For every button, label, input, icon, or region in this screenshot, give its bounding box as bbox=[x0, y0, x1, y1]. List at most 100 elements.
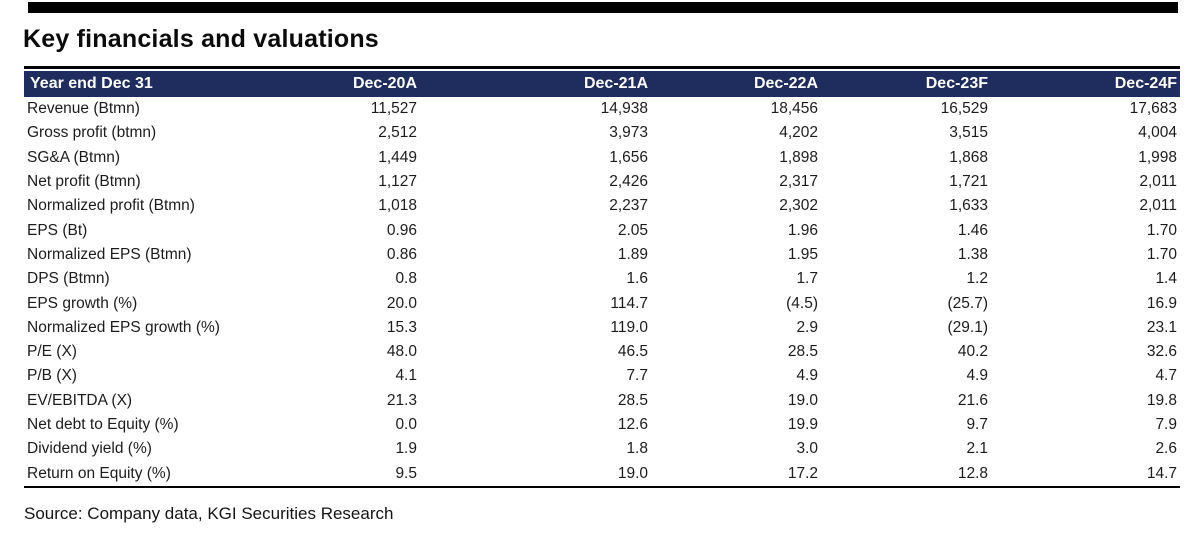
cell-value: 23.1 bbox=[1146, 318, 1177, 336]
cell-value: 1.8 bbox=[626, 440, 648, 458]
cell-value: 2,426 bbox=[609, 173, 648, 191]
cell-value: 1,721 bbox=[949, 173, 988, 191]
row-label: Net debt to Equity (%) bbox=[27, 416, 179, 433]
cell-value: 2.1 bbox=[966, 440, 988, 458]
cell-value: 1,127 bbox=[378, 173, 417, 191]
table-row: EPS (Bt) 0.96 2.05 1.96 1.46 1.70 bbox=[24, 218, 1180, 242]
cell-value: 12.8 bbox=[957, 464, 988, 482]
cell-value: 3.0 bbox=[796, 440, 818, 458]
cell-value: 3,973 bbox=[609, 124, 648, 142]
table-row: Normalized EPS (Btmn) 0.86 1.89 1.95 1.38 1.7… bbox=[24, 243, 1180, 267]
cell-value: 0.8 bbox=[395, 270, 417, 288]
cell-value: 1.6 bbox=[626, 270, 648, 288]
row-label: EV/EBITDA (X) bbox=[27, 391, 133, 409]
cell-value: (29.1) bbox=[947, 318, 989, 336]
cell-value: 2,302 bbox=[779, 197, 818, 215]
cell-value: 11,527 bbox=[370, 100, 417, 118]
row-label: EPS (Bt) bbox=[27, 221, 88, 239]
cell-value: 16.9 bbox=[1146, 294, 1177, 312]
cell-value: 2.9 bbox=[796, 318, 818, 336]
cell-value: 15.3 bbox=[386, 318, 417, 336]
row-label: SG&A (Btmn) bbox=[27, 148, 121, 166]
table-row: Return on Equity (%) 9.5 19.0 17.2 12.8 14.7 bbox=[24, 461, 1180, 486]
table-row: Normalized profit (Btmn) 1,018 2,237 2,302 1… bbox=[24, 194, 1180, 218]
cell-value: 46.5 bbox=[617, 343, 648, 361]
cell-value: 1.70 bbox=[1146, 245, 1177, 263]
cell-value: 12.6 bbox=[617, 416, 648, 433]
row-label: Gross profit (btmn) bbox=[27, 124, 157, 142]
cell-value: 1.95 bbox=[787, 245, 818, 263]
cell-value: 2,011 bbox=[1139, 173, 1177, 191]
financials-table-area: Year end Dec 31 Dec-20A Dec-21A Dec-22A … bbox=[24, 66, 1180, 488]
table-header: Year end Dec 31 Dec-20A Dec-21A Dec-22A … bbox=[24, 71, 1180, 97]
cell-value: 2,237 bbox=[609, 197, 648, 215]
cell-value: 1,633 bbox=[949, 197, 988, 215]
row-label: Return on Equity (%) bbox=[27, 464, 171, 482]
cell-value: 1.46 bbox=[957, 221, 988, 239]
cell-value: (4.5) bbox=[786, 294, 818, 312]
financials-table: Year end Dec 31 Dec-20A Dec-21A Dec-22A … bbox=[24, 71, 1180, 488]
cell-value: 2.05 bbox=[617, 221, 648, 239]
cell-value: 1.38 bbox=[957, 245, 988, 263]
cell-value: 1.70 bbox=[1146, 221, 1177, 239]
cell-value: 4,004 bbox=[1138, 124, 1177, 142]
cell-value: 4.1 bbox=[395, 367, 417, 385]
cell-value: 4.9 bbox=[796, 367, 818, 385]
row-label: DPS (Btmn) bbox=[27, 270, 110, 288]
column-header-dec24f: Dec-24F bbox=[991, 71, 1180, 97]
table-row: Gross profit (btmn) 2,512 3,973 4,202 3,515 4… bbox=[24, 121, 1180, 145]
cell-value: 2,512 bbox=[378, 124, 417, 142]
cell-value: 9.5 bbox=[395, 464, 417, 482]
column-header-dec20a: Dec-20A bbox=[264, 71, 420, 97]
row-label: Normalized profit (Btmn) bbox=[27, 197, 195, 215]
row-label: P/B (X) bbox=[27, 367, 77, 385]
row-label: EPS growth (%) bbox=[27, 294, 138, 312]
cell-value: 4.7 bbox=[1155, 367, 1177, 385]
cell-value: 3,515 bbox=[949, 124, 988, 142]
cell-value: 1.9 bbox=[395, 440, 417, 458]
cell-value: 1,018 bbox=[378, 197, 417, 215]
cell-value: 40.2 bbox=[957, 343, 988, 361]
cell-value: 7.9 bbox=[1155, 416, 1177, 433]
table-body: Revenue (Btmn) 11,527 14,938 18,456 16,529 17… bbox=[24, 97, 1180, 487]
cell-value: 1,868 bbox=[949, 148, 988, 166]
table-row: Net debt to Equity (%) 0.0 12.6 19.9 9.7 7.9 bbox=[24, 413, 1180, 437]
cell-value: 14.7 bbox=[1146, 464, 1177, 482]
row-label: Dividend yield (%) bbox=[27, 440, 152, 458]
cell-value: 1.96 bbox=[787, 221, 818, 239]
cell-value: 17.2 bbox=[787, 464, 818, 482]
cell-value: 1,898 bbox=[779, 148, 818, 166]
cell-value: 1,998 bbox=[1138, 148, 1177, 166]
cell-value: 2.6 bbox=[1155, 440, 1177, 458]
cell-value: 114.7 bbox=[610, 294, 648, 312]
table-row: SG&A (Btmn) 1,449 1,656 1,898 1,868 1,998 bbox=[24, 146, 1180, 170]
cell-value: 19.0 bbox=[617, 464, 648, 482]
cell-value: 4,202 bbox=[779, 124, 818, 142]
cell-value: 9.7 bbox=[966, 416, 988, 433]
cell-value: 1,656 bbox=[609, 148, 648, 166]
page-title: Key financials and valuations bbox=[23, 25, 379, 53]
column-header-dec22a: Dec-22A bbox=[651, 71, 821, 97]
cell-value: 0.96 bbox=[386, 221, 417, 239]
cell-value: 2,011 bbox=[1139, 197, 1177, 215]
column-header-yearend: Year end Dec 31 bbox=[24, 71, 264, 97]
table-row: EPS growth (%) 20.0 114.7 (4.5) (25.7) 16.9 bbox=[24, 291, 1180, 315]
table-top-rule bbox=[24, 66, 1180, 69]
row-label: Net profit (Btmn) bbox=[27, 173, 141, 191]
cell-value: 19.8 bbox=[1146, 391, 1177, 409]
cell-value: 1,449 bbox=[378, 148, 417, 166]
table-row: P/B (X) 4.1 7.7 4.9 4.9 4.7 bbox=[24, 364, 1180, 388]
column-header-dec23f: Dec-23F bbox=[821, 71, 991, 97]
cell-value: 1.89 bbox=[617, 245, 648, 263]
cell-value: (25.7) bbox=[947, 294, 989, 312]
row-label: Revenue (Btmn) bbox=[27, 100, 140, 118]
cell-value: 48.0 bbox=[386, 343, 417, 361]
cell-value: 1.4 bbox=[1155, 270, 1177, 288]
cell-value: 21.6 bbox=[957, 391, 988, 409]
cell-value: 20.0 bbox=[386, 294, 417, 312]
header-row: Year end Dec 31 Dec-20A Dec-21A Dec-22A … bbox=[24, 71, 1180, 97]
cell-value: 1.7 bbox=[796, 270, 818, 288]
cell-value: 17,683 bbox=[1129, 100, 1177, 118]
row-label: Normalized EPS (Btmn) bbox=[27, 245, 192, 263]
